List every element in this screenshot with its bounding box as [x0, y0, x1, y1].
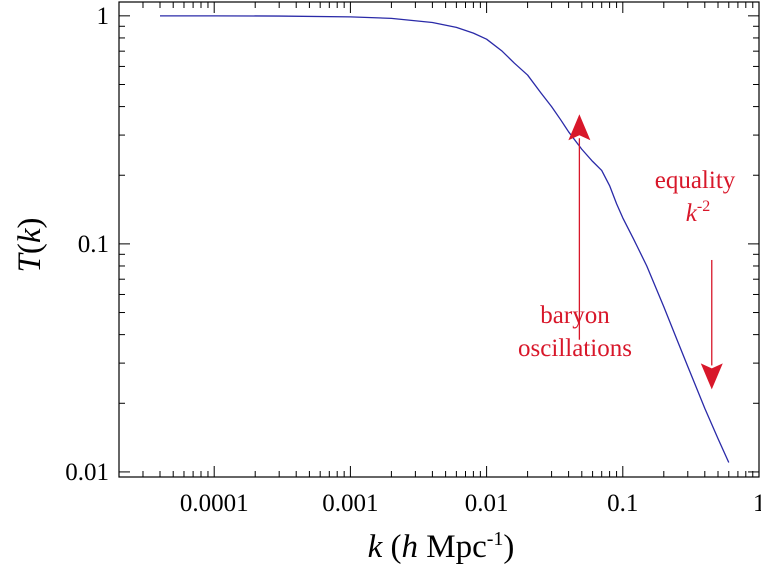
x-tick-label: 0.01: [465, 490, 509, 517]
plot-frame: [118, 1, 760, 478]
baryon-label-line2: oscillations: [518, 335, 632, 362]
equality-label: equality: [655, 167, 736, 194]
x-axis-exp: -1: [487, 528, 504, 550]
x-axis-h: h: [401, 529, 418, 565]
x-tick-label: 0.001: [322, 490, 378, 517]
x-axis-open: (: [382, 529, 401, 565]
x-tick-label: 0.0001: [180, 490, 249, 517]
equality-arrow-head: [700, 363, 723, 390]
baryon-label-line1: baryon: [540, 302, 610, 329]
series-layer: [160, 15, 730, 463]
x-tick-label: 1: [753, 490, 761, 517]
equality-slope-exp: -2: [697, 198, 710, 215]
equality-slope-label: k-2: [686, 198, 710, 227]
x-axis-close: ): [503, 529, 514, 565]
tick-labels: 0.0001 0.001 0.01 0.1 1 0.01 0.1 1: [65, 3, 761, 517]
y-tick-label: 0.01: [65, 459, 109, 486]
y-tick-label: 0.1: [78, 231, 109, 258]
plot-border: [118, 1, 760, 478]
y-axis-open: (: [12, 243, 48, 254]
series-line: [160, 15, 730, 463]
baryon-arrow-head: [568, 114, 591, 141]
axis-ticks: [118, 2, 760, 477]
annotations: [568, 114, 723, 390]
equality-slope-var: k: [686, 200, 698, 227]
x-axis-unit: Mpc: [418, 529, 487, 565]
y-axis-var: T: [12, 252, 48, 273]
y-axis-arg: k: [12, 227, 48, 243]
x-axis-var: k: [368, 529, 384, 565]
y-axis-title: T(k): [12, 217, 48, 272]
y-tick-label: 1: [97, 3, 110, 30]
y-axis-close: ): [12, 217, 48, 228]
x-axis-title: k (h Mpc-1): [368, 528, 515, 565]
x-tick-label: 0.1: [607, 490, 638, 517]
